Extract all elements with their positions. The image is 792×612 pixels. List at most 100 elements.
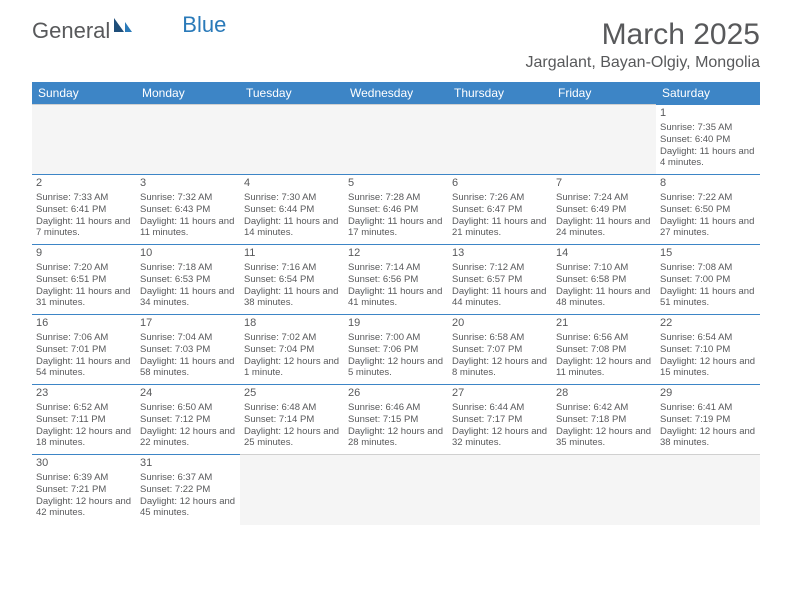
calendar-cell: 7Sunrise: 7:24 AMSunset: 6:49 PMDaylight… xyxy=(552,175,656,245)
calendar-cell xyxy=(656,455,760,525)
day-detail: Sunrise: 7:32 AMSunset: 6:43 PMDaylight:… xyxy=(140,192,234,239)
day-number: 8 xyxy=(660,177,756,191)
day-number: 6 xyxy=(452,177,548,191)
day-detail: Sunrise: 7:26 AMSunset: 6:47 PMDaylight:… xyxy=(452,192,546,239)
calendar-cell xyxy=(240,105,344,175)
day-detail: Sunrise: 7:12 AMSunset: 6:57 PMDaylight:… xyxy=(452,262,546,309)
day-detail: Sunrise: 7:02 AMSunset: 7:04 PMDaylight:… xyxy=(244,332,339,379)
calendar-cell: 9Sunrise: 7:20 AMSunset: 6:51 PMDaylight… xyxy=(32,245,136,315)
weekday-header: Monday xyxy=(136,82,240,105)
day-detail: Sunrise: 7:28 AMSunset: 6:46 PMDaylight:… xyxy=(348,192,442,239)
day-number: 9 xyxy=(36,247,132,261)
day-number: 21 xyxy=(556,317,652,331)
day-detail: Sunrise: 6:42 AMSunset: 7:18 PMDaylight:… xyxy=(556,402,651,449)
day-detail: Sunrise: 6:56 AMSunset: 7:08 PMDaylight:… xyxy=(556,332,651,379)
calendar-cell: 26Sunrise: 6:46 AMSunset: 7:15 PMDayligh… xyxy=(344,385,448,455)
calendar-cell: 4Sunrise: 7:30 AMSunset: 6:44 PMDaylight… xyxy=(240,175,344,245)
logo: General Blue xyxy=(32,18,226,44)
day-detail: Sunrise: 7:04 AMSunset: 7:03 PMDaylight:… xyxy=(140,332,234,379)
day-detail: Sunrise: 6:50 AMSunset: 7:12 PMDaylight:… xyxy=(140,402,235,449)
day-detail: Sunrise: 7:10 AMSunset: 6:58 PMDaylight:… xyxy=(556,262,650,309)
day-detail: Sunrise: 7:08 AMSunset: 7:00 PMDaylight:… xyxy=(660,262,754,309)
weekday-header: Wednesday xyxy=(344,82,448,105)
day-detail: Sunrise: 6:44 AMSunset: 7:17 PMDaylight:… xyxy=(452,402,547,449)
day-detail: Sunrise: 7:30 AMSunset: 6:44 PMDaylight:… xyxy=(244,192,338,239)
calendar-cell: 10Sunrise: 7:18 AMSunset: 6:53 PMDayligh… xyxy=(136,245,240,315)
day-detail: Sunrise: 6:54 AMSunset: 7:10 PMDaylight:… xyxy=(660,332,755,379)
calendar-cell: 23Sunrise: 6:52 AMSunset: 7:11 PMDayligh… xyxy=(32,385,136,455)
day-detail: Sunrise: 6:48 AMSunset: 7:14 PMDaylight:… xyxy=(244,402,339,449)
calendar-cell: 14Sunrise: 7:10 AMSunset: 6:58 PMDayligh… xyxy=(552,245,656,315)
day-detail: Sunrise: 7:24 AMSunset: 6:49 PMDaylight:… xyxy=(556,192,650,239)
weekday-header: Saturday xyxy=(656,82,760,105)
calendar-cell xyxy=(552,105,656,175)
weekday-header: Tuesday xyxy=(240,82,344,105)
calendar-cell: 24Sunrise: 6:50 AMSunset: 7:12 PMDayligh… xyxy=(136,385,240,455)
calendar-row: 9Sunrise: 7:20 AMSunset: 6:51 PMDaylight… xyxy=(32,245,760,315)
calendar-cell: 5Sunrise: 7:28 AMSunset: 6:46 PMDaylight… xyxy=(344,175,448,245)
calendar-cell: 31Sunrise: 6:37 AMSunset: 7:22 PMDayligh… xyxy=(136,455,240,525)
calendar-cell: 11Sunrise: 7:16 AMSunset: 6:54 PMDayligh… xyxy=(240,245,344,315)
calendar-cell xyxy=(448,105,552,175)
day-detail: Sunrise: 7:22 AMSunset: 6:50 PMDaylight:… xyxy=(660,192,754,239)
day-detail: Sunrise: 7:06 AMSunset: 7:01 PMDaylight:… xyxy=(36,332,130,379)
day-number: 1 xyxy=(660,107,756,121)
weekday-header: Thursday xyxy=(448,82,552,105)
day-number: 3 xyxy=(140,177,236,191)
calendar-cell: 12Sunrise: 7:14 AMSunset: 6:56 PMDayligh… xyxy=(344,245,448,315)
title-block: March 2025 Jargalant, Bayan-Olgiy, Mongo… xyxy=(526,18,761,72)
day-number: 10 xyxy=(140,247,236,261)
day-number: 30 xyxy=(36,457,132,471)
calendar-cell xyxy=(552,455,656,525)
day-detail: Sunrise: 7:14 AMSunset: 6:56 PMDaylight:… xyxy=(348,262,442,309)
day-number: 24 xyxy=(140,387,236,401)
day-detail: Sunrise: 7:00 AMSunset: 7:06 PMDaylight:… xyxy=(348,332,443,379)
logo-part1: General xyxy=(32,18,110,44)
calendar-cell: 21Sunrise: 6:56 AMSunset: 7:08 PMDayligh… xyxy=(552,315,656,385)
calendar-table: SundayMondayTuesdayWednesdayThursdayFrid… xyxy=(32,82,760,525)
calendar-cell xyxy=(344,105,448,175)
logo-part2: Blue xyxy=(182,12,226,38)
calendar-cell: 22Sunrise: 6:54 AMSunset: 7:10 PMDayligh… xyxy=(656,315,760,385)
weekday-header-row: SundayMondayTuesdayWednesdayThursdayFrid… xyxy=(32,82,760,105)
day-number: 13 xyxy=(452,247,548,261)
day-detail: Sunrise: 6:39 AMSunset: 7:21 PMDaylight:… xyxy=(36,472,131,519)
day-number: 16 xyxy=(36,317,132,331)
day-number: 7 xyxy=(556,177,652,191)
day-number: 12 xyxy=(348,247,444,261)
header: General Blue March 2025 Jargalant, Bayan… xyxy=(0,0,792,78)
day-number: 5 xyxy=(348,177,444,191)
day-detail: Sunrise: 6:41 AMSunset: 7:19 PMDaylight:… xyxy=(660,402,755,449)
day-number: 2 xyxy=(36,177,132,191)
calendar-cell: 16Sunrise: 7:06 AMSunset: 7:01 PMDayligh… xyxy=(32,315,136,385)
day-number: 25 xyxy=(244,387,340,401)
calendar-cell: 25Sunrise: 6:48 AMSunset: 7:14 PMDayligh… xyxy=(240,385,344,455)
calendar-cell: 30Sunrise: 6:39 AMSunset: 7:21 PMDayligh… xyxy=(32,455,136,525)
calendar-row: 16Sunrise: 7:06 AMSunset: 7:01 PMDayligh… xyxy=(32,315,760,385)
day-number: 19 xyxy=(348,317,444,331)
day-number: 23 xyxy=(36,387,132,401)
location-text: Jargalant, Bayan-Olgiy, Mongolia xyxy=(526,54,761,72)
calendar-row: 30Sunrise: 6:39 AMSunset: 7:21 PMDayligh… xyxy=(32,455,760,525)
day-number: 26 xyxy=(348,387,444,401)
day-detail: Sunrise: 6:37 AMSunset: 7:22 PMDaylight:… xyxy=(140,472,235,519)
calendar-row: 2Sunrise: 7:33 AMSunset: 6:41 PMDaylight… xyxy=(32,175,760,245)
day-detail: Sunrise: 6:58 AMSunset: 7:07 PMDaylight:… xyxy=(452,332,547,379)
weekday-header: Sunday xyxy=(32,82,136,105)
day-number: 17 xyxy=(140,317,236,331)
day-number: 28 xyxy=(556,387,652,401)
calendar-row: 1Sunrise: 7:35 AMSunset: 6:40 PMDaylight… xyxy=(32,105,760,175)
day-detail: Sunrise: 7:20 AMSunset: 6:51 PMDaylight:… xyxy=(36,262,130,309)
weekday-header: Friday xyxy=(552,82,656,105)
day-detail: Sunrise: 7:35 AMSunset: 6:40 PMDaylight:… xyxy=(660,122,754,169)
day-number: 11 xyxy=(244,247,340,261)
calendar-cell xyxy=(448,455,552,525)
calendar-cell: 15Sunrise: 7:08 AMSunset: 7:00 PMDayligh… xyxy=(656,245,760,315)
calendar-cell: 17Sunrise: 7:04 AMSunset: 7:03 PMDayligh… xyxy=(136,315,240,385)
day-detail: Sunrise: 6:46 AMSunset: 7:15 PMDaylight:… xyxy=(348,402,443,449)
day-detail: Sunrise: 7:33 AMSunset: 6:41 PMDaylight:… xyxy=(36,192,130,239)
day-detail: Sunrise: 7:16 AMSunset: 6:54 PMDaylight:… xyxy=(244,262,338,309)
calendar-cell: 6Sunrise: 7:26 AMSunset: 6:47 PMDaylight… xyxy=(448,175,552,245)
day-number: 31 xyxy=(140,457,236,471)
day-detail: Sunrise: 7:18 AMSunset: 6:53 PMDaylight:… xyxy=(140,262,234,309)
